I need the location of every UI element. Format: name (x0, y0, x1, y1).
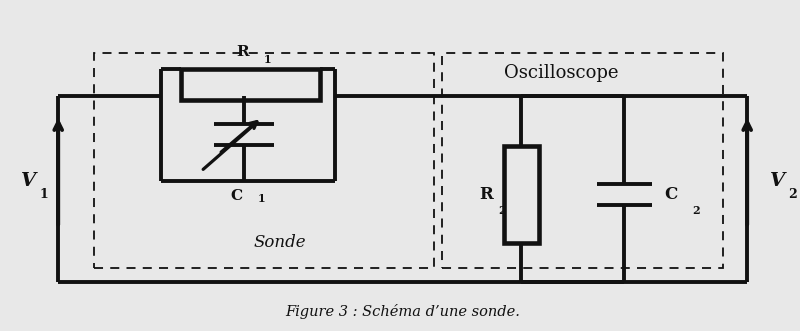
Text: 1: 1 (39, 188, 48, 202)
Text: C: C (230, 189, 242, 203)
Text: 1: 1 (258, 193, 266, 204)
Text: Figure 3 : Schéma d’une sonde.: Figure 3 : Schéma d’une sonde. (286, 304, 520, 319)
Bar (181, 69, 319, 100)
Text: 2: 2 (788, 188, 797, 202)
Text: 2: 2 (692, 205, 699, 215)
Text: Sonde: Sonde (254, 234, 306, 251)
Text: V: V (21, 172, 36, 190)
Text: V: V (770, 172, 785, 190)
Text: R: R (479, 186, 493, 203)
Text: R: R (236, 45, 249, 59)
Bar (504, 146, 539, 243)
Text: C: C (664, 186, 678, 203)
Text: 2: 2 (498, 205, 506, 215)
Text: 1: 1 (264, 54, 271, 65)
Text: Oscilloscope: Oscilloscope (504, 64, 618, 81)
